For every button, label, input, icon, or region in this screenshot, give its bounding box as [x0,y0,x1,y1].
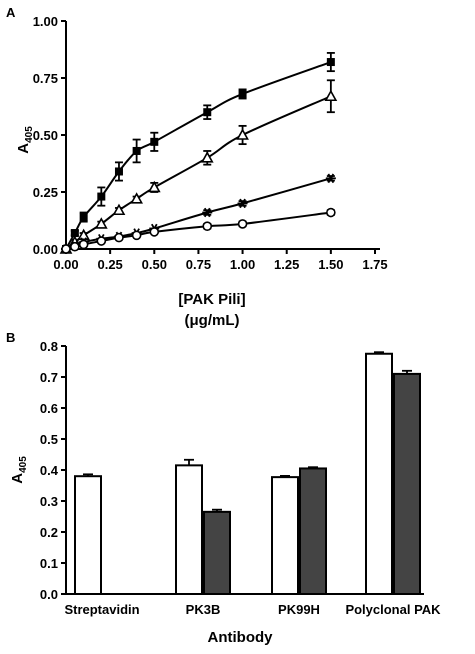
panel-b-x-axis-label: Antibody [208,629,274,646]
panel-a: A 0.00 0.25 0.50 0.75 1.00 1.25 1.50 1.750.000.… [6,5,388,329]
panel-a-point-series-4 [70,241,80,252]
panel-a-point-series-2 [130,192,143,204]
panel-a-y-tick-label: 0.50 [33,128,58,143]
panel-a-label: A [6,5,16,20]
panel-a-data-points [59,52,338,254]
panel-a-y-axis-label: A405 [15,126,35,154]
panel-a-point-series-3 [202,207,213,218]
panel-a-point-series-2 [112,203,126,216]
panel-a-point-series-4 [96,236,107,246]
panel-a-y-axis-label-main: A [15,143,32,154]
panel-a-y-tick-label: 1.00 [33,14,58,29]
panel-b-y-tick-label: 0.8 [40,339,58,354]
panel-b-y-tick-label: 0.3 [40,494,58,509]
panel-a-point-series-1 [114,167,123,176]
panel-a-point-series-2 [324,89,338,102]
panel-a-point-series-4 [326,207,336,218]
panel-b-y-tick-label: 0.2 [40,525,58,540]
panel-a-fit-curves [65,61,332,250]
panel-b-bar-series-1 [365,352,393,595]
panel-a-point-series-2 [94,217,108,229]
panel-b: B 0.0 0.1 0.2 0.3 0.4 0.5 0.6 0.7 0.8 Streptavidi… [6,330,441,646]
panel-a-y-tick-label: 0.00 [33,242,58,257]
panel-a-fit-curve-1 [65,61,332,250]
panel-a-y-tick-label: 0.75 [33,71,58,86]
panel-a-point-series-1 [238,89,247,98]
panel-b-y-tick-label: 0.4 [40,463,59,478]
panel-a-x-tick-label: 0.75 [186,257,211,272]
panel-a-x-tick-label: 1.00 [230,257,255,272]
panel-a-ticks: 0.00 0.25 0.50 0.75 1.00 1.25 1.50 1.75 0.00 0.25… [33,14,388,272]
panel-a-point-series-3 [325,173,336,184]
panel-a-x-axis-label-line1: [PAK Pili] [178,291,245,308]
panel-b-label: B [6,330,15,345]
panel-a-point-series-2 [147,180,161,193]
panel-a-point-series-4 [131,230,142,241]
panel-a-x-axis-label-line2: (μg/mL) [185,312,240,329]
panel-a-point-series-1 [70,229,79,238]
panel-a-y-tick-label: 0.25 [33,185,58,200]
panel-a-point-series-1 [150,137,159,146]
panel-a-asterisk-stroke [203,207,211,218]
panel-b-y-tick-label: 0.6 [40,401,58,416]
panel-a-point-series-2 [236,128,249,140]
panel-a-point-series-2 [77,228,91,241]
panel-a-point-series-1 [79,213,88,222]
panel-a-x-tick-label: 0.00 [53,257,78,272]
panel-a-x-tick-label: 1.75 [362,257,387,272]
panel-a-asterisk-stroke [239,198,246,209]
panel-a-fit-curve-4 [65,211,331,250]
panel-a-point-series-4 [61,244,71,254]
panel-b-bar-series-2 [203,510,231,596]
panel-a-x-tick-label: 1.25 [274,257,299,272]
panel-a-point-series-1 [132,146,141,155]
panel-b-bar-series-1 [271,476,299,596]
panel-b-bar-series-1 [175,464,203,595]
panel-b-category-label: Polyclonal PAK [345,602,441,617]
panel-b-y-tick-label: 0.1 [40,556,58,571]
panel-b-y-axis-label: A405 [9,456,29,484]
panel-a-point-series-3 [237,198,248,209]
panel-b-y-axis-label-sub: 405 [18,456,29,473]
panel-a-point-series-4 [149,227,160,237]
panel-b-y-tick-label: 0.5 [40,432,58,447]
panel-a-point-series-4 [237,219,248,229]
panel-a-point-series-4 [114,232,124,243]
panel-b-category-label: PK3B [186,602,221,617]
panel-a-x-tick-label: 1.50 [318,257,343,272]
panel-a-x-tick-label: 0.50 [142,257,167,272]
panel-b-category-label: PK99H [278,602,320,617]
panel-b-bar-series-1 [74,475,102,596]
panel-a-point-series-2 [200,151,214,163]
panel-a-point-series-4 [202,221,213,231]
panel-b-bar-series-2 [393,372,421,595]
panel-b-y-tick-label: 0.0 [40,587,58,602]
panel-b-ticks: 0.0 0.1 0.2 0.3 0.4 0.5 0.6 0.7 0.8 Streptavidin P… [40,339,441,617]
panel-a-point-series-1 [203,108,212,117]
panel-b-y-axis-label-main: A [9,473,26,484]
panel-a-asterisk-stroke [327,173,335,184]
panel-b-y-tick-label: 0.7 [40,370,58,385]
panel-b-category-label: Streptavidin [64,602,139,617]
panel-a-x-tick-label: 0.25 [97,257,122,272]
panel-a-point-series-1 [97,192,106,201]
panel-b-bar-series-2 [299,467,327,596]
panel-a-y-axis-label-sub: 405 [24,126,35,143]
panel-b-bars [74,351,421,596]
panel-a-point-series-4 [78,239,89,250]
panel-a-point-series-1 [326,58,335,67]
